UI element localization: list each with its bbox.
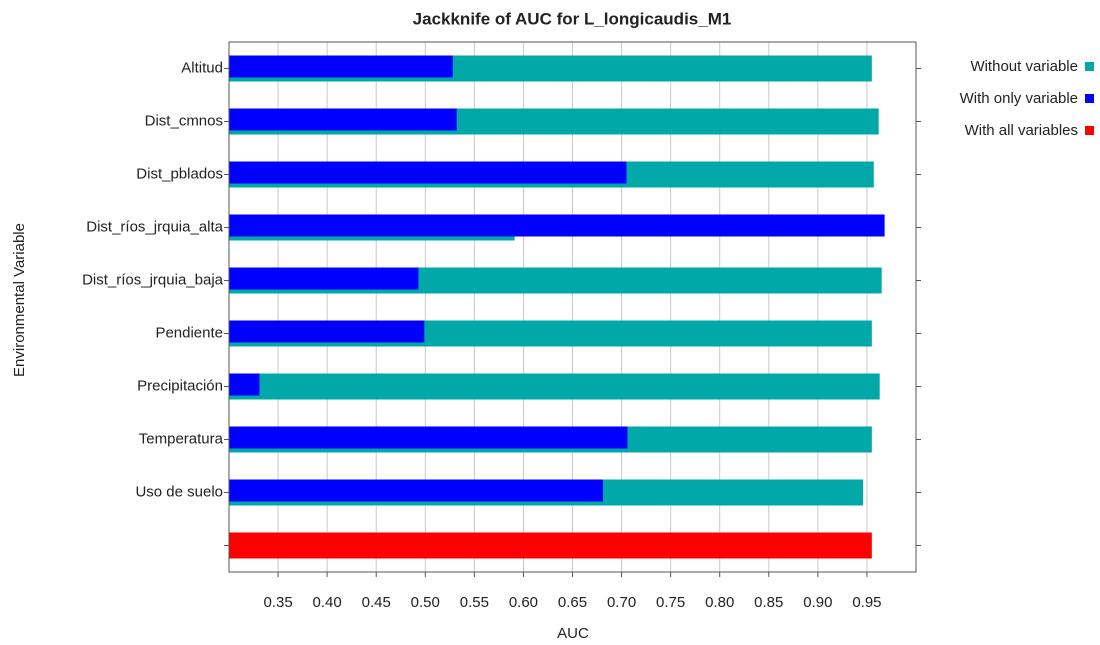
y-tick-label: Dist_pblados bbox=[136, 165, 223, 182]
x-tick-label: 0.55 bbox=[460, 594, 489, 611]
x-tick-label: 0.35 bbox=[263, 594, 292, 611]
y-tick-label: Precipitación bbox=[137, 377, 223, 394]
plot-frame bbox=[228, 41, 917, 573]
x-tick-label: 0.45 bbox=[362, 594, 391, 611]
y-tick-label: Altitud bbox=[181, 59, 223, 76]
x-tick-label: 0.75 bbox=[656, 594, 685, 611]
bar bbox=[229, 108, 457, 131]
y-tick-label: Temperatura bbox=[139, 430, 224, 447]
x-tick-label: 0.90 bbox=[803, 594, 832, 611]
bar bbox=[229, 55, 453, 78]
bar bbox=[229, 320, 425, 343]
x-tick-label: 0.80 bbox=[705, 594, 734, 611]
x-tick-label: 0.70 bbox=[607, 594, 636, 611]
legend-swatch bbox=[1085, 126, 1094, 135]
x-tick-label: 0.85 bbox=[754, 594, 783, 611]
bar bbox=[229, 267, 419, 290]
x-tick-label: 0.65 bbox=[558, 594, 587, 611]
y-tick-label: Pendiente bbox=[155, 324, 223, 341]
chart-title: Jackknife of AUC for L_longicaudis_M1 bbox=[413, 9, 732, 28]
y-tick-label: Uso de suelo bbox=[135, 483, 223, 500]
x-tick-label: 0.60 bbox=[509, 594, 538, 611]
x-tick-label: 0.50 bbox=[411, 594, 440, 611]
bar bbox=[229, 479, 603, 502]
x-axis-label: AUC bbox=[557, 625, 589, 642]
bar bbox=[229, 373, 880, 400]
legend-label: With all variables bbox=[965, 122, 1078, 139]
bar bbox=[229, 161, 627, 184]
x-tick-label: 0.40 bbox=[313, 594, 342, 611]
y-axis-label: Environmental Variable bbox=[11, 223, 28, 377]
y-tick-label: Dist_ríos_jrquia_alta bbox=[86, 218, 223, 235]
legend-label: With only variable bbox=[960, 90, 1078, 107]
bar bbox=[229, 532, 872, 559]
bar bbox=[229, 214, 885, 237]
legend-label: Without variable bbox=[970, 58, 1078, 75]
legend-swatch bbox=[1085, 62, 1094, 71]
x-tick-label: 0.95 bbox=[852, 594, 881, 611]
bar bbox=[229, 426, 628, 449]
legend-swatch bbox=[1085, 94, 1094, 103]
y-tick-label: Dist_cmnos bbox=[145, 112, 223, 129]
bar bbox=[229, 373, 260, 396]
y-tick-label: Dist_ríos_jrquia_baja bbox=[82, 271, 224, 288]
